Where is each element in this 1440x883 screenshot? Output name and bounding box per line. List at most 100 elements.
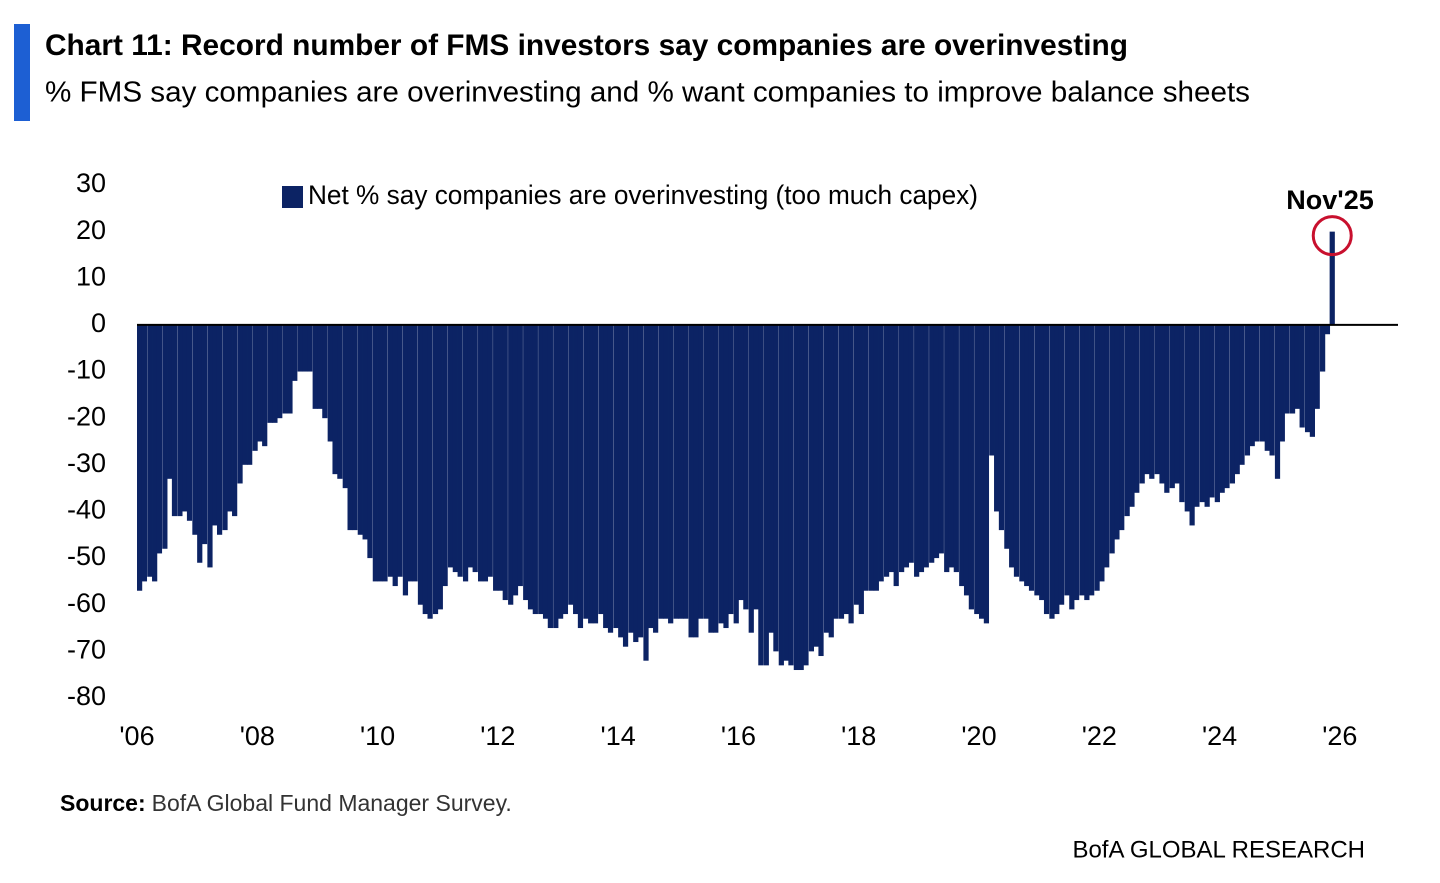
- bar: [1054, 324, 1060, 615]
- bar: [302, 324, 308, 372]
- bar: [959, 324, 965, 587]
- bar: [1224, 324, 1230, 489]
- x-tick-label: '22: [1082, 721, 1117, 751]
- bar: [553, 324, 559, 629]
- bar: [568, 324, 574, 605]
- bar: [607, 324, 614, 633]
- highlight-circle: [1311, 215, 1353, 257]
- bar: [1069, 324, 1075, 610]
- bar: [1269, 324, 1275, 456]
- bar: [432, 324, 439, 615]
- bar: [577, 324, 584, 629]
- bar: [708, 324, 714, 633]
- bar: [372, 324, 378, 582]
- bar: [843, 324, 849, 615]
- bar: [643, 324, 649, 661]
- x-tick-label: '26: [1322, 721, 1357, 751]
- bar: [487, 324, 493, 577]
- bar: [287, 324, 293, 414]
- bar: [628, 324, 634, 633]
- bar: [1019, 324, 1025, 582]
- bar: [944, 324, 950, 573]
- bar: [558, 324, 564, 619]
- bar: [1314, 324, 1320, 409]
- bar: [1109, 324, 1115, 554]
- bar: [618, 324, 624, 638]
- bar: [342, 324, 348, 489]
- bar: [1129, 324, 1135, 507]
- bar: [493, 324, 499, 591]
- bar: [1284, 324, 1290, 414]
- bar: [853, 324, 860, 605]
- bar: [1164, 324, 1170, 493]
- bar: [828, 324, 834, 638]
- bar: [1179, 324, 1185, 503]
- bar: [447, 324, 454, 568]
- bar: [1239, 324, 1245, 465]
- bar: [322, 324, 328, 419]
- bar: [733, 324, 739, 624]
- y-tick-label: -20: [67, 401, 106, 431]
- bar: [1174, 324, 1180, 484]
- bar: [998, 324, 1005, 531]
- bar: [1094, 324, 1100, 591]
- bar: [1309, 324, 1315, 437]
- bar: [613, 324, 619, 629]
- bar: [743, 324, 749, 610]
- bar: [963, 324, 970, 596]
- bar: [1274, 324, 1281, 479]
- bar: [793, 324, 799, 671]
- bar: [663, 324, 669, 619]
- bar: [938, 324, 944, 554]
- bar: [292, 324, 298, 381]
- chart-subtitle: % FMS say companies are overinvesting an…: [45, 77, 1250, 109]
- bar: [873, 324, 879, 591]
- bar: [462, 324, 469, 582]
- bar: [1149, 324, 1155, 479]
- bar: [327, 324, 333, 442]
- bar: [693, 324, 699, 638]
- bar: [868, 324, 875, 591]
- bar: [698, 324, 704, 619]
- bar: [137, 324, 143, 591]
- bar: [207, 324, 213, 568]
- bar: [527, 324, 534, 610]
- bar: [633, 324, 639, 643]
- bar: [227, 324, 233, 512]
- bar: [888, 324, 894, 573]
- bar: [637, 324, 644, 638]
- bar: [377, 324, 383, 582]
- bar: [1249, 324, 1255, 447]
- bar: [382, 324, 388, 582]
- bar: [1064, 324, 1070, 596]
- bar: [658, 324, 664, 619]
- bar: [713, 324, 719, 633]
- bar: [1058, 324, 1065, 605]
- bar: [573, 324, 579, 615]
- bar: [402, 324, 409, 596]
- bar: [317, 324, 323, 409]
- bar: [147, 324, 153, 577]
- bar: [1024, 324, 1030, 587]
- source-text: BofA Global Fund Manager Survey.: [152, 790, 512, 816]
- bar: [171, 324, 178, 517]
- legend-label: Net % say companies are overinvesting (t…: [308, 180, 978, 210]
- bar: [994, 324, 1000, 512]
- bar: [914, 324, 920, 577]
- y-tick-label: 10: [76, 261, 106, 291]
- bar: [723, 324, 729, 629]
- bar: [457, 324, 463, 577]
- bar: [367, 324, 373, 559]
- bar: [953, 324, 959, 573]
- bar: [878, 324, 884, 582]
- bar: [397, 324, 403, 577]
- bar: [728, 324, 734, 615]
- bar: [1289, 324, 1296, 414]
- bar: [622, 324, 629, 647]
- bar: [592, 324, 599, 624]
- bar: [156, 324, 163, 554]
- bar: [703, 324, 709, 619]
- bar: [1254, 324, 1260, 442]
- bar: [216, 324, 223, 535]
- bar: [1184, 324, 1190, 512]
